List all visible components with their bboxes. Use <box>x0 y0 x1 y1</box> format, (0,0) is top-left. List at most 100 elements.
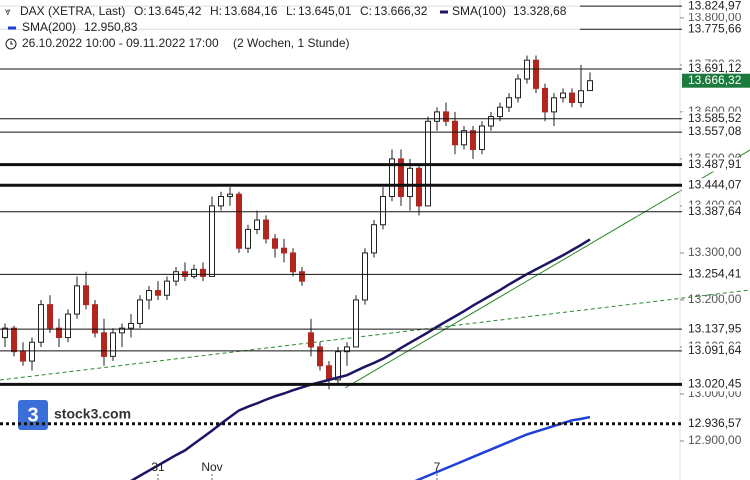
level-label-bg <box>682 22 750 37</box>
y-tick-label: 13.800,00 <box>688 10 742 24</box>
open-value: 13.645,42 <box>148 4 202 18</box>
candle-body <box>2 327 8 339</box>
candle-body <box>146 290 152 301</box>
candle-body <box>308 332 314 348</box>
logo: 3 stock3.com <box>18 400 131 430</box>
candle-body <box>398 158 404 198</box>
candle-body <box>452 120 458 146</box>
candle-body <box>29 341 35 362</box>
level-label: 13.091,64 <box>688 343 742 357</box>
level-label-bg <box>682 377 750 392</box>
candle-body <box>443 111 449 122</box>
clock-icon <box>5 38 17 50</box>
candle-body <box>137 299 143 324</box>
level-label: 13.487,91 <box>688 157 742 171</box>
level-label-bg <box>682 322 750 337</box>
candle-body <box>110 332 116 357</box>
candle-body <box>326 365 332 381</box>
x-tick-label: 7 <box>434 460 441 474</box>
candle-body <box>524 59 530 80</box>
candle-body <box>281 247 287 254</box>
low-label: L: <box>286 4 296 18</box>
candle-body <box>515 78 521 99</box>
candle-body <box>542 87 548 113</box>
level-label: 13.824,97 <box>688 0 742 12</box>
candle-body <box>272 238 278 249</box>
candle-body <box>479 125 485 151</box>
legend-label: SMA(100) <box>452 4 506 18</box>
candle-body <box>353 299 359 348</box>
clock-hands <box>10 41 13 45</box>
candle-body <box>236 193 242 249</box>
candle-body <box>47 304 53 329</box>
candle-body <box>587 80 593 92</box>
candle-body <box>488 116 494 127</box>
legend-value: 12.950,83 <box>84 20 138 34</box>
level-label-bg <box>682 267 750 282</box>
candle-body <box>155 290 161 296</box>
candle-body <box>335 351 341 381</box>
level-label-bg <box>682 343 750 358</box>
x-tick-label: Nov <box>201 460 222 474</box>
candle-body <box>191 268 197 277</box>
candle-body <box>551 97 557 113</box>
candle-body <box>263 219 269 240</box>
level-label: 13.557,08 <box>688 124 742 138</box>
level-label-bg <box>682 62 750 77</box>
high-value: 13.684,16 <box>224 4 278 18</box>
candle-body <box>119 327 125 334</box>
candle-body <box>56 327 62 339</box>
candle-body <box>371 224 377 254</box>
candle-body <box>506 97 512 108</box>
candle-body <box>407 167 413 198</box>
level-label-bg <box>682 125 750 140</box>
header-bg <box>0 0 580 52</box>
candle-body <box>92 304 98 334</box>
instrument-title: DAX (XETRA, Last) <box>20 4 125 18</box>
level-label: 13.254,41 <box>688 267 742 281</box>
candle-body <box>380 196 386 226</box>
candle-body <box>497 106 503 118</box>
candle-body <box>200 268 206 277</box>
y-tick-label: 13.200,00 <box>688 292 742 306</box>
candle-body <box>317 346 323 367</box>
candle-body <box>362 252 368 301</box>
candle-body <box>164 280 170 296</box>
plot-layer <box>2 55 593 480</box>
level-label-bg <box>682 111 750 126</box>
candle-body <box>101 332 107 357</box>
sma-line <box>130 238 591 480</box>
level-label: 13.137,95 <box>688 321 742 335</box>
candle-body <box>560 92 566 99</box>
close-value: 13.666,32 <box>374 4 428 18</box>
open-label: O: <box>134 4 147 18</box>
x-tick-label: 31 <box>151 460 165 474</box>
candle-body <box>290 252 296 273</box>
candle-body <box>470 130 476 151</box>
candle-body <box>389 158 395 198</box>
logo-glyph: 3 <box>27 404 38 426</box>
level-label: 13.691,12 <box>688 61 742 75</box>
candle-body <box>128 322 134 329</box>
legend-value: 13.328,68 <box>513 4 567 18</box>
candle-body <box>461 130 467 146</box>
candle-body <box>344 346 350 353</box>
candle-body <box>245 228 251 249</box>
candle-body <box>416 167 422 207</box>
candle-body <box>74 285 80 315</box>
candle-body <box>38 304 44 343</box>
period: (2 Wochen, 1 Stunde) <box>233 36 350 50</box>
level-label-bg <box>682 204 750 219</box>
candle-body <box>218 196 224 207</box>
candle-body <box>434 111 440 122</box>
candle-body <box>20 351 26 362</box>
header: ⩔ DAX (XETRA, Last) O: 13.645,42 H: 13.6… <box>0 0 580 52</box>
candle-body <box>227 193 233 198</box>
level-label-bg <box>682 178 750 193</box>
level-label: 13.020,45 <box>688 377 742 391</box>
high-label: H: <box>210 4 222 18</box>
level-label-bg <box>682 0 750 14</box>
y-tick-label: 13.300,00 <box>688 245 742 259</box>
y-tick-label: 12.900,00 <box>688 433 742 447</box>
